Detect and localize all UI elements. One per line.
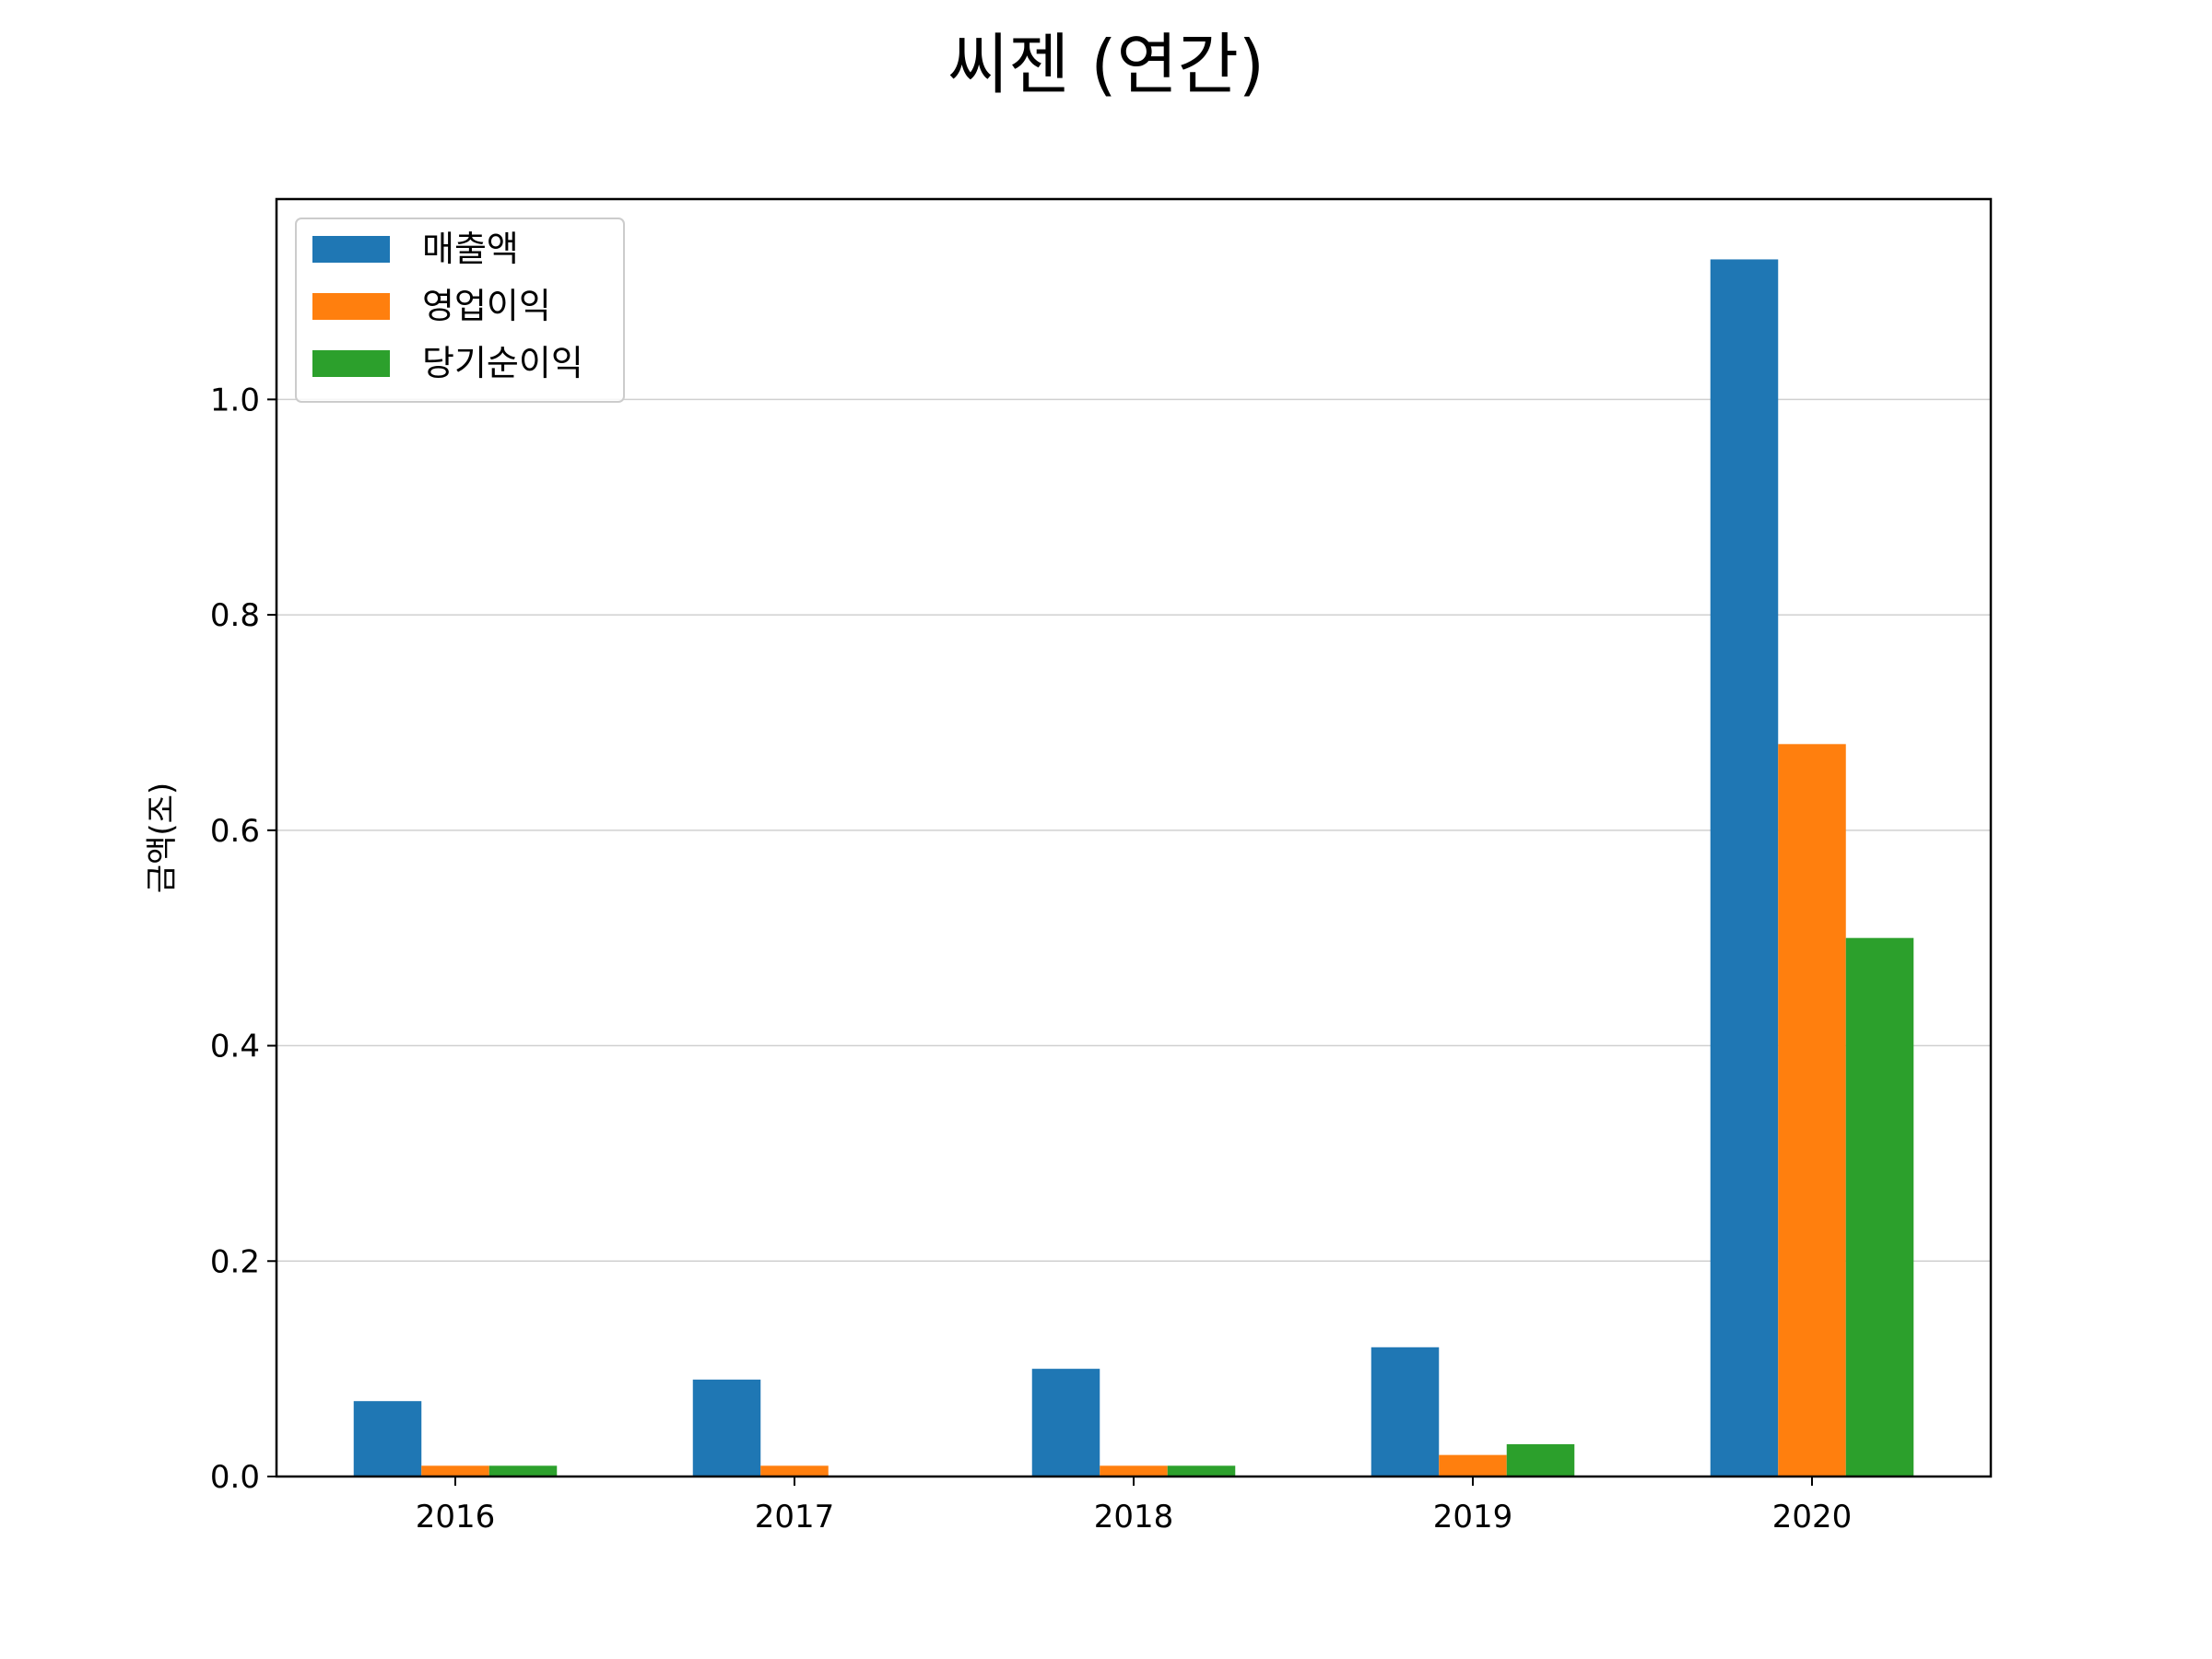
x-tick-label: 2017 <box>755 1499 835 1535</box>
y-tick-label: 0.6 <box>210 813 260 850</box>
y-tick-label: 0.2 <box>210 1243 260 1280</box>
y-axis-label: 금액(조) <box>144 782 181 893</box>
bars <box>353 259 1914 1477</box>
legend-label: 당기순이익 <box>422 343 583 383</box>
x-tick-label: 2020 <box>1772 1499 1853 1535</box>
bar-2020-매출액 <box>1710 259 1779 1477</box>
bar-2018-영업이익 <box>1100 1465 1168 1477</box>
bar-2019-매출액 <box>1371 1347 1440 1477</box>
legend-swatch <box>312 350 390 377</box>
bar-2020-당기순이익 <box>1845 937 1914 1477</box>
y-tick-label: 0.8 <box>210 597 260 634</box>
bar-2019-영업이익 <box>1439 1454 1507 1477</box>
bar-2016-영업이익 <box>421 1465 489 1477</box>
x-tick-label: 2019 <box>1433 1499 1513 1535</box>
y-tick-label: 1.0 <box>210 382 260 418</box>
x-tick-label: 2018 <box>1094 1499 1174 1535</box>
bar-2018-당기순이익 <box>1167 1465 1236 1477</box>
bar-2017-매출액 <box>692 1379 761 1477</box>
chart-title: 씨젠 (연간) <box>947 26 1265 103</box>
bar-2016-매출액 <box>353 1401 422 1477</box>
legend-swatch <box>312 236 390 263</box>
x-axis: 2016 2017 2018 2019 2020 <box>416 1477 1853 1535</box>
bar-2017-영업이익 <box>760 1465 829 1477</box>
bar-2018-매출액 <box>1031 1369 1100 1477</box>
bar-2020-영업이익 <box>1778 744 1846 1477</box>
bar-2016-당기순이익 <box>488 1465 558 1477</box>
y-axis: 0.0 0.2 0.4 0.6 0.8 1.0 <box>210 382 276 1496</box>
bar-2019-당기순이익 <box>1506 1443 1575 1477</box>
y-tick-label: 0.0 <box>210 1459 260 1496</box>
legend-label: 매출액 <box>422 229 519 269</box>
legend-swatch <box>312 293 390 320</box>
x-tick-label: 2016 <box>416 1499 496 1535</box>
y-tick-label: 0.4 <box>210 1029 260 1065</box>
legend-label: 영업이익 <box>422 286 551 326</box>
